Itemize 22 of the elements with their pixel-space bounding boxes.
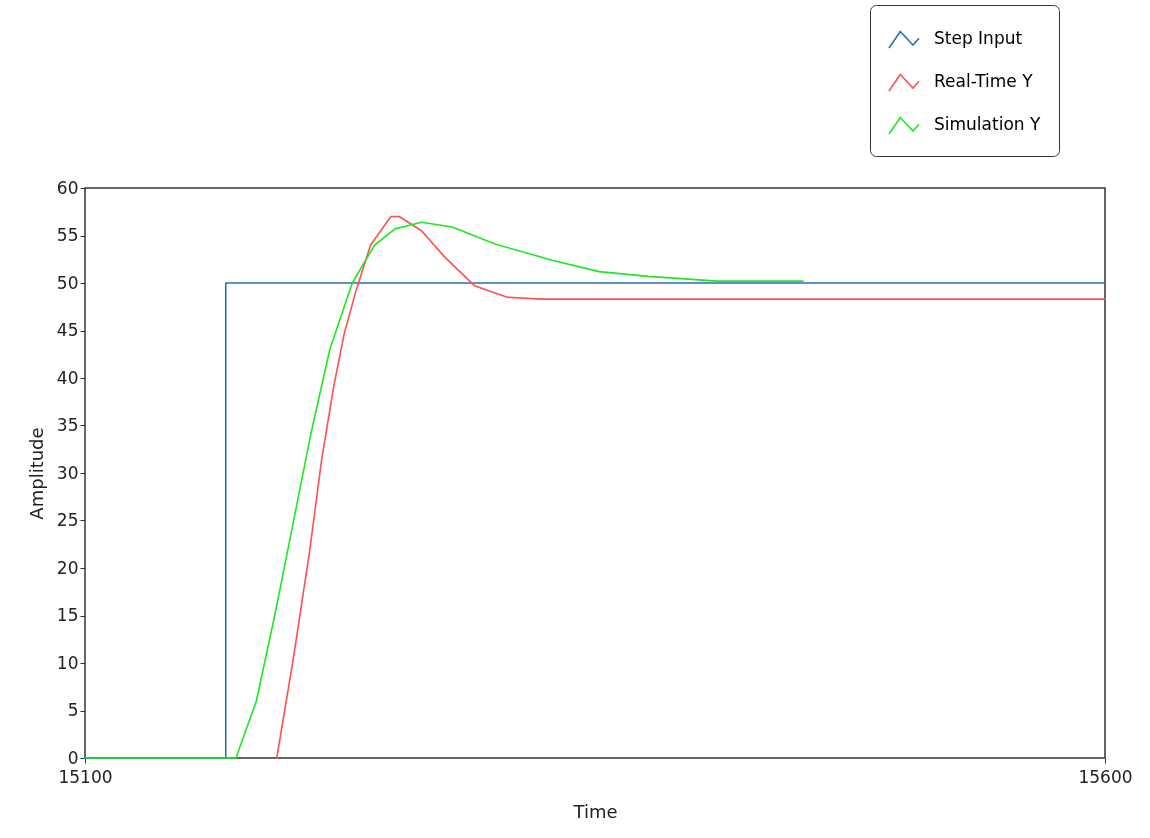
y-tick-label: 15 [56,605,79,625]
y-tick-label: 50 [56,272,79,293]
y-tick-label: 30 [56,462,79,483]
y-tick-label: 40 [56,367,79,388]
y-tick-label: 45 [56,320,79,340]
y-tick-label: 10 [56,652,79,673]
legend-label: Simulation Y [934,114,1041,134]
x-axis-title: Time [572,800,618,822]
x-tick-label: 15600 [1078,766,1133,787]
legend-label: Step Input [934,28,1023,48]
legend-label: Real-Time Y [934,71,1034,91]
y-axis-title: Amplitude [25,427,47,520]
y-tick-label: 0 [67,747,79,768]
y-tick-label: 25 [56,510,79,530]
line-series [84,221,804,759]
y-tick-label: 20 [56,557,79,578]
y-tick-label: 60 [56,177,79,198]
x-tick-label: 15100 [58,766,113,787]
line-series [275,215,1106,759]
y-tick-label: 55 [56,225,79,245]
y-tick-label: 5 [67,700,79,720]
y-tick-label: 35 [56,415,79,435]
